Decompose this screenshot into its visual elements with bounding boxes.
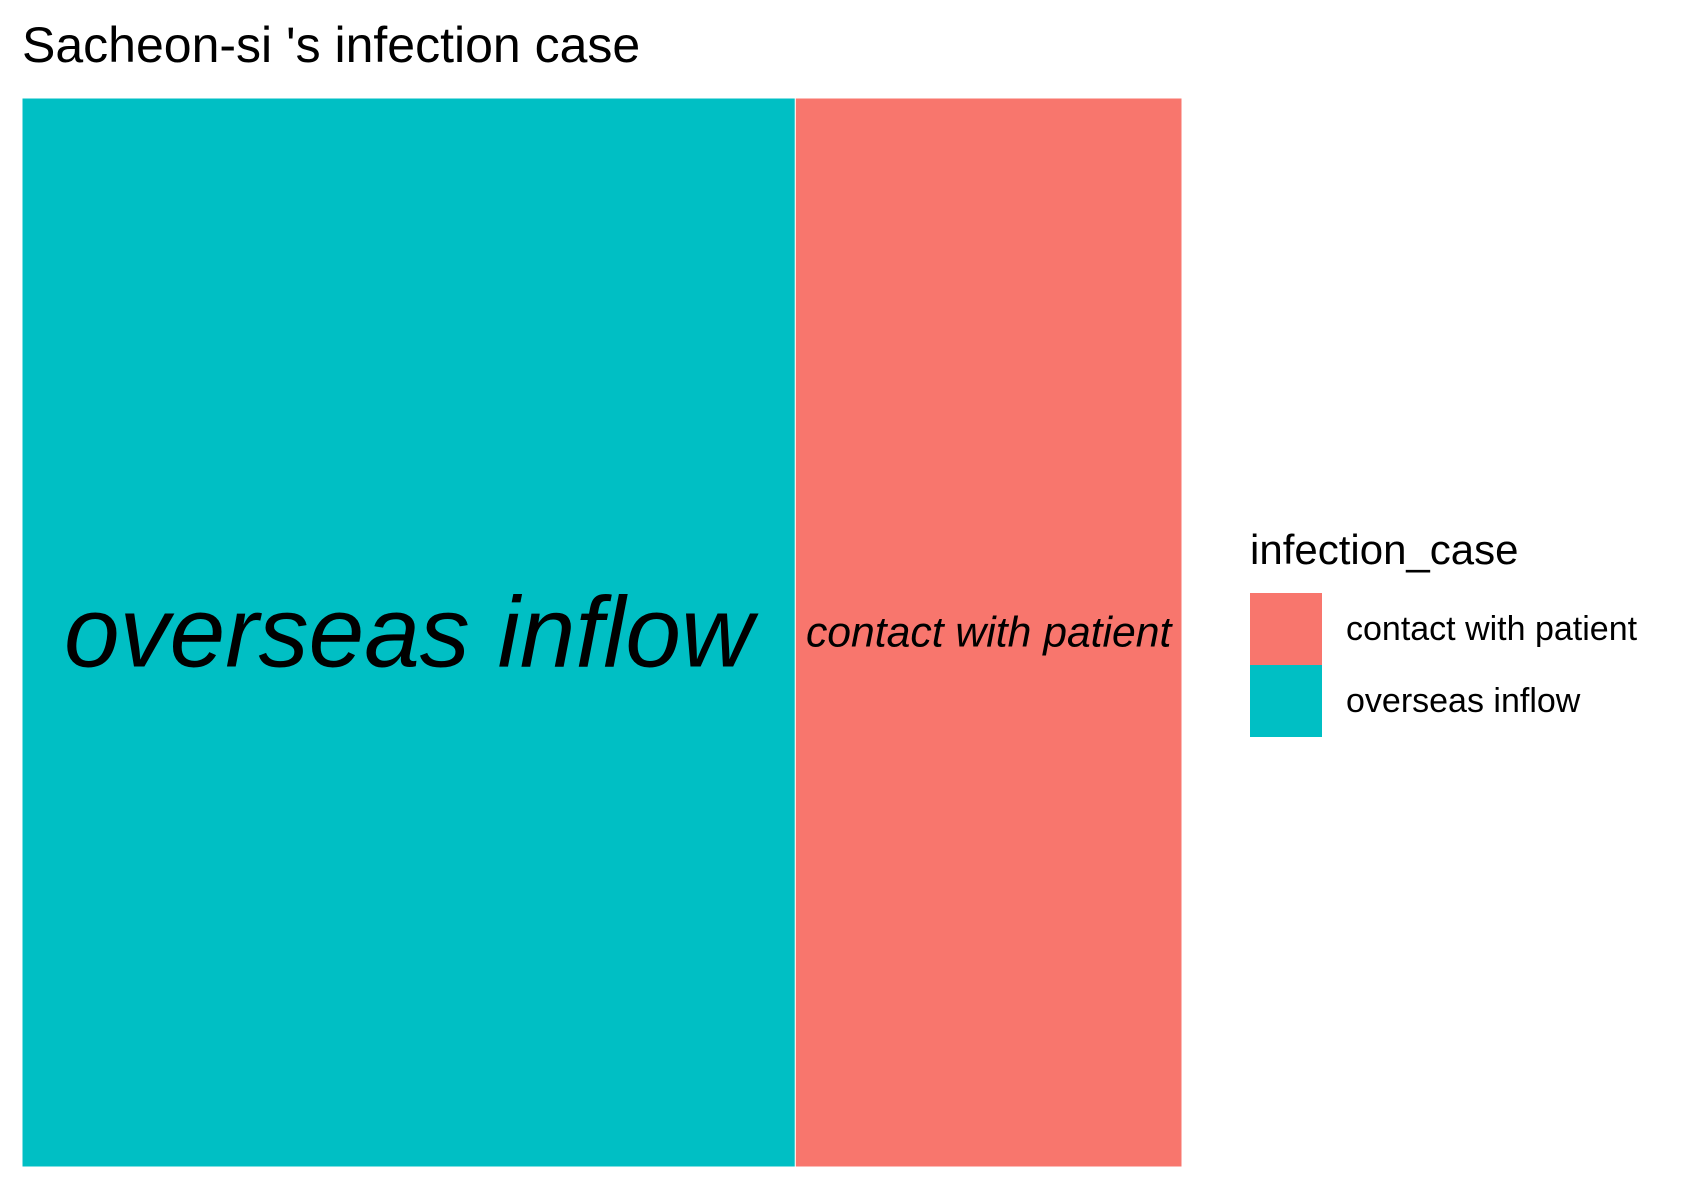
tile-overseas-inflow [21, 97, 796, 1168]
legend-entries: contact with patient overseas inflow [1250, 593, 1638, 737]
treemap-tiles: overseas inflow contact with patient [21, 97, 1183, 1168]
legend-label-contact-with-patient: contact with patient [1346, 610, 1638, 648]
legend-title: infection_case [1250, 526, 1519, 573]
legend-key-contact-with-patient [1250, 593, 1322, 665]
legend-key-overseas-inflow [1250, 665, 1322, 737]
legend: infection_case contact with patient overs… [1250, 526, 1638, 737]
legend-label-overseas-inflow: overseas inflow [1346, 682, 1581, 720]
tile-label-overseas-inflow: overseas inflow [64, 577, 759, 689]
tile-contact-with-patient [794, 97, 1183, 1168]
chart-title: Sacheon-si 's infection case [22, 17, 640, 73]
tile-label-contact-with-patient: contact with patient [806, 609, 1174, 657]
